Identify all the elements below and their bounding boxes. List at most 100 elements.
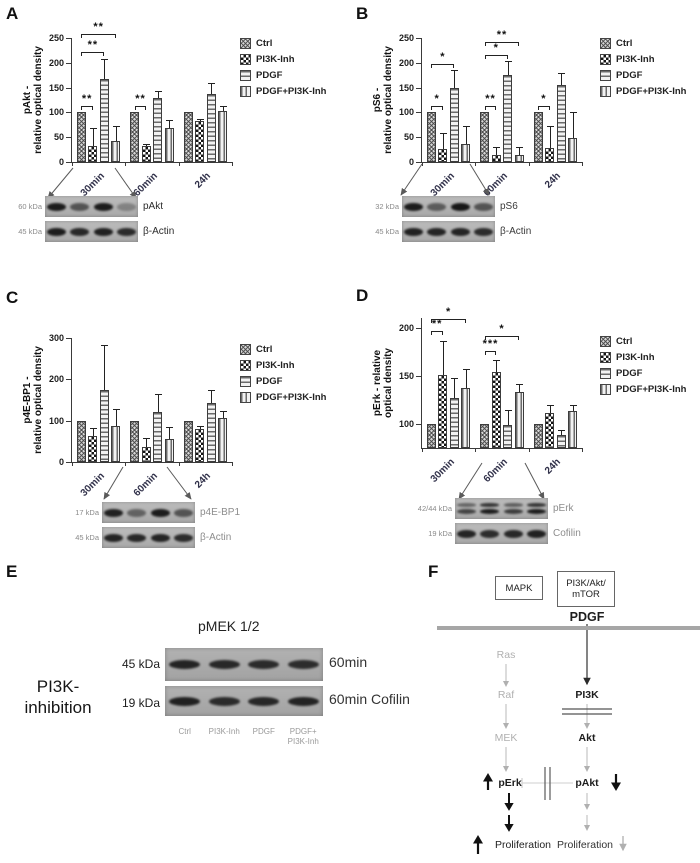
significance-label: **: [485, 93, 496, 106]
panel-b-chart: 0 50 100 150 200 250 pS6 - relative optical den…: [372, 20, 610, 216]
protein-label: β-Actin: [143, 226, 175, 237]
x-tick-mark: [582, 448, 583, 452]
blot-band: [116, 227, 136, 236]
legend-item-PDGF+PI3K-Inh: PDGF+PI3K-Inh: [600, 86, 686, 97]
error-bar: [572, 112, 574, 138]
y-axis-title-line2: relative optical density: [383, 46, 394, 154]
legend-label: PDGF: [256, 376, 283, 387]
bar-PDGF+PI3K-Inh-24h: [218, 418, 228, 462]
error-bar: [561, 72, 563, 86]
error-bar: [454, 377, 456, 398]
error-bar-cap: [504, 410, 512, 412]
bar-Ctrl-30min: [76, 420, 86, 462]
y-tick-label: 100: [398, 107, 414, 118]
y-tick-mark: [416, 112, 421, 114]
blot-band: [173, 508, 193, 517]
blot-band-lower: [457, 509, 476, 514]
blot-strip-p4E-BP1: [102, 502, 195, 523]
mek-node: MEK: [494, 732, 518, 744]
legend-swatch-PDGF+PI3K-Inh: [240, 392, 251, 403]
blot-band: [93, 202, 113, 211]
blot-band: [208, 660, 240, 669]
kda-label: 19 kDa: [428, 529, 452, 538]
blot-band: [526, 529, 546, 538]
blot-row-pAkt: 60 kDa pAkt: [12, 196, 174, 217]
blot-row-Cofilin: 19 kDa Cofilin: [408, 523, 581, 544]
legend-label: PDGF: [616, 70, 643, 81]
y-tick-mark: [66, 379, 71, 381]
blot-strip-Cofilin: [455, 523, 548, 544]
blot-row-β-Actin: 45 kDa β-Actin: [12, 221, 174, 242]
pi3k-box-line1: PI3K/Akt/: [566, 578, 606, 589]
significance-bracket: [431, 318, 466, 323]
panel-f: F: [425, 560, 700, 863]
bar-PI3K-Inh-30min: [438, 374, 448, 448]
e-lane-labels: Ctrl PI3K-Inh PDGF PDGF+ PI3K-Inh: [165, 727, 323, 759]
legend-swatch-Ctrl: [240, 38, 251, 49]
protein-label: pErk: [553, 503, 574, 514]
y-tick-mark: [416, 423, 421, 425]
pi3k-inhibition-label: PI3K- inhibition: [6, 676, 110, 718]
protein-label: Cofilin: [553, 528, 581, 539]
significance-label: ***: [482, 337, 499, 350]
protein-label: p4E-BP1: [200, 507, 241, 518]
y-axis-title-line2: relative optical density: [33, 46, 44, 154]
y-tick-mark: [66, 420, 71, 422]
error-bar-cap: [196, 119, 204, 121]
legend-label: Ctrl: [256, 38, 273, 49]
B-plot-area: 0 50 100 150 200 250 pS6 - relative optical den…: [372, 29, 583, 199]
error-bar: [549, 404, 551, 414]
bar-PDGF-24h: [206, 93, 216, 162]
legend-swatch-PI3K-Inh: [600, 54, 611, 65]
error-bar: [104, 58, 106, 80]
blot-band: [404, 202, 423, 211]
panel-a-pointer-arrows: [47, 167, 137, 199]
kda-label: 45 kDa: [75, 533, 99, 542]
legend-label: PDGF+PI3K-Inh: [616, 384, 687, 395]
error-bar-cap: [493, 146, 501, 148]
blot-band-upper: [480, 503, 500, 507]
bar-PDGF-60min: [503, 424, 513, 448]
legend-swatch-PDGF: [240, 70, 251, 81]
kda-label: 45 kDa: [375, 227, 399, 236]
y-axis-title-line1: pS6 -: [372, 87, 383, 113]
bar-PDGF+PI3K-Inh-30min: [111, 425, 121, 462]
blot-band-upper: [503, 503, 523, 507]
y-tick-label: 150: [398, 82, 414, 93]
C-plot-area: 0 100 200 300 p4E-BP1 - relative optical dens…: [22, 333, 233, 499]
A-plot-area: 0 50 100 150 200 250 pAkt - relative optical de…: [22, 21, 233, 199]
error-bar-cap: [143, 438, 151, 440]
y-tick-label: 0: [58, 157, 64, 167]
error-bar: [146, 438, 148, 447]
panel-b-label: B: [356, 4, 369, 23]
error-bar-cap: [439, 341, 447, 343]
y-tick-mark: [416, 87, 421, 89]
x-tick-mark: [475, 448, 477, 452]
panel-a-label: A: [6, 4, 19, 23]
blot-row-p4E-BP1: 17 kDa p4E-BP1: [69, 502, 240, 523]
perk-node: pErk: [498, 777, 522, 789]
x-tick-mark: [178, 162, 180, 166]
legend-swatch-Ctrl: [600, 38, 611, 49]
panel-d-blot: 42/44 kDa pErk 19 kDa Cofilin: [408, 498, 581, 548]
legend-swatch-PI3K-Inh: [600, 352, 611, 363]
error-bar-cap: [451, 377, 459, 379]
error-bar: [519, 384, 521, 393]
legend-label: PDGF+PI3K-Inh: [616, 86, 687, 97]
blot-band: [208, 696, 240, 706]
bar-Ctrl-30min: [426, 112, 436, 162]
blot-band: [116, 202, 136, 211]
bar-PI3K-Inh-60min: [491, 371, 501, 448]
error-bar-cap: [569, 404, 577, 406]
error-bar-cap: [208, 82, 216, 84]
protein-label: pS6: [500, 201, 518, 212]
error-bar-cap: [462, 125, 470, 127]
error-bar: [104, 345, 106, 390]
legend-swatch-PDGF+PI3K-Inh: [600, 384, 611, 395]
legend-swatch-PDGF: [240, 376, 251, 387]
error-bar-cap: [219, 410, 227, 412]
blot-band: [473, 202, 493, 211]
y-tick-label: 100: [48, 415, 64, 426]
error-bar: [199, 426, 201, 430]
significance-bracket: [484, 55, 508, 60]
